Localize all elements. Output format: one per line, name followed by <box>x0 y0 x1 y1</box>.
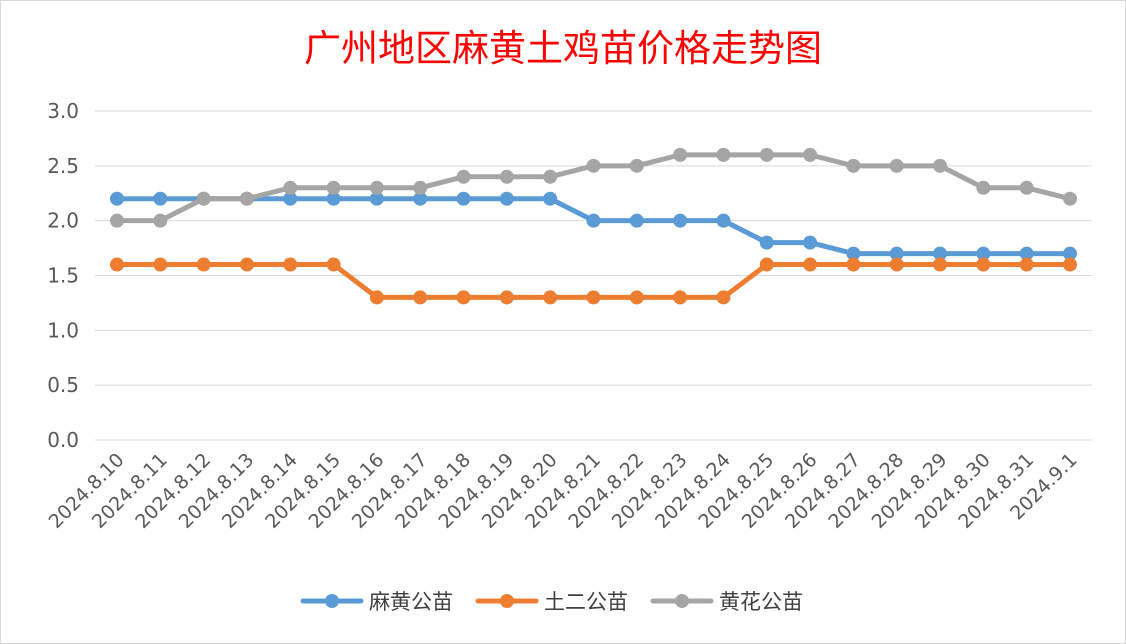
data-point <box>196 257 211 272</box>
data-point <box>673 290 688 305</box>
data-point <box>1019 180 1034 195</box>
data-point <box>803 257 818 272</box>
data-point <box>933 257 948 272</box>
series-3 <box>110 147 1077 228</box>
data-point <box>716 213 731 228</box>
data-point <box>499 169 514 184</box>
data-point <box>759 257 774 272</box>
legend-label: 麻黄公苗 <box>369 590 453 614</box>
data-point <box>889 257 904 272</box>
data-point <box>326 180 341 195</box>
data-point <box>1019 257 1034 272</box>
data-point <box>803 147 818 162</box>
data-point <box>716 290 731 305</box>
data-point <box>933 246 948 261</box>
y-tick-label: 2.0 <box>47 209 79 233</box>
data-point <box>586 213 601 228</box>
data-point <box>889 246 904 261</box>
data-point <box>283 257 298 272</box>
data-point <box>239 257 254 272</box>
legend-marker <box>675 594 689 608</box>
chart-title: 广州地区麻黄土鸡苗价格走势图 <box>304 27 822 70</box>
data-point <box>239 191 254 206</box>
data-point <box>846 257 861 272</box>
data-point <box>976 257 991 272</box>
legend-marker <box>500 594 514 608</box>
data-point <box>283 180 298 195</box>
data-point <box>976 180 991 195</box>
series-2 <box>110 257 1077 305</box>
data-point <box>369 191 384 206</box>
data-point <box>803 235 818 250</box>
legend-entry: 麻黄公苗 <box>300 590 453 614</box>
data-point <box>1063 246 1077 261</box>
data-point <box>326 191 341 206</box>
data-point <box>110 257 124 272</box>
data-point <box>413 290 428 305</box>
data-point <box>889 158 904 173</box>
data-point <box>369 180 384 195</box>
y-tick-label: 1.0 <box>47 318 79 342</box>
data-point <box>629 158 644 173</box>
data-point <box>283 191 298 206</box>
data-point <box>586 290 601 305</box>
legend-marker <box>325 594 339 608</box>
series-1 <box>110 191 1077 261</box>
data-point <box>586 158 601 173</box>
data-point <box>153 257 168 272</box>
data-point <box>196 191 211 206</box>
data-point <box>716 147 731 162</box>
data-point <box>543 290 558 305</box>
data-point <box>933 158 948 173</box>
data-point <box>413 191 428 206</box>
data-point <box>369 290 384 305</box>
data-point <box>846 246 861 261</box>
data-point <box>629 213 644 228</box>
data-point <box>110 213 124 228</box>
data-point <box>456 169 471 184</box>
data-point <box>629 290 644 305</box>
data-point <box>673 213 688 228</box>
data-point <box>153 191 168 206</box>
data-point <box>976 246 991 261</box>
data-point <box>413 180 428 195</box>
data-point <box>673 147 688 162</box>
legend-label: 黄花公苗 <box>719 590 803 614</box>
data-point <box>456 191 471 206</box>
data-point <box>1063 257 1077 272</box>
data-point <box>456 290 471 305</box>
data-point <box>1019 246 1034 261</box>
legend-entry: 黄花公苗 <box>650 590 803 614</box>
x-axis-ticks: 2024.8.102024.8.112024.8.122024.8.132024… <box>45 449 1082 533</box>
legend: 麻黄公苗 土二公苗 黄花公苗 <box>300 590 803 614</box>
y-tick-label: 2.5 <box>47 154 79 178</box>
data-point <box>543 191 558 206</box>
data-point <box>499 290 514 305</box>
series-lines <box>110 147 1077 305</box>
data-point <box>846 158 861 173</box>
legend-entry: 土二公苗 <box>475 590 628 614</box>
data-point <box>153 213 168 228</box>
data-point <box>759 147 774 162</box>
y-tick-label: 1.5 <box>47 264 79 288</box>
data-point <box>110 191 124 206</box>
legend-label: 土二公苗 <box>544 590 628 614</box>
y-axis-ticks: 0.0 0.5 1.0 1.5 2.0 2.5 3.0 <box>47 99 79 452</box>
data-point <box>543 169 558 184</box>
data-point <box>759 235 774 250</box>
data-point <box>326 257 341 272</box>
data-point <box>499 191 514 206</box>
y-tick-label: 0.5 <box>47 373 79 397</box>
data-point <box>1063 191 1077 206</box>
y-tick-label: 0.0 <box>47 428 79 452</box>
y-tick-label: 3.0 <box>47 99 79 123</box>
